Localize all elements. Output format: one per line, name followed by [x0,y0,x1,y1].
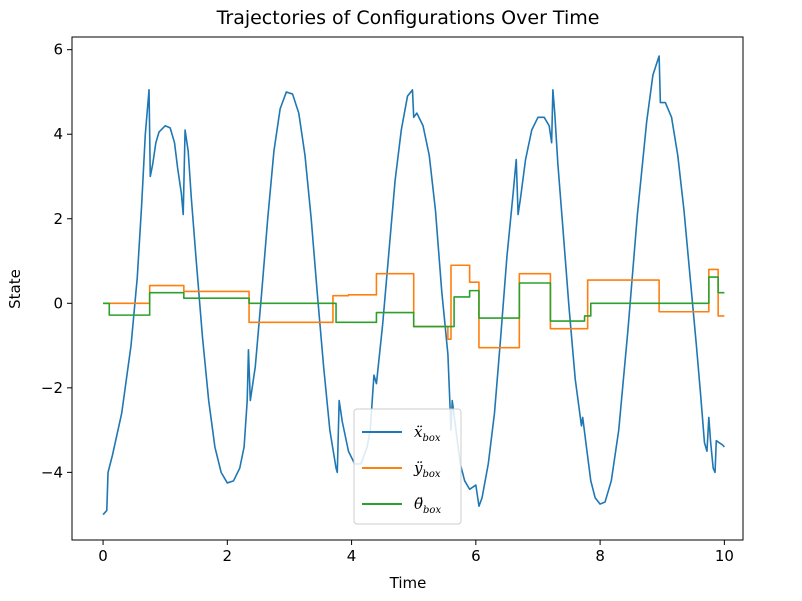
x-axis: 0 2 4 6 8 10 [98,540,734,565]
y-tick-label: −4 [41,463,63,481]
series-line-1 [103,264,725,349]
legend: ẍbox ÿbox θ̈box [353,408,462,525]
legend-label: ÿbox [413,459,441,480]
series-line-0 [102,55,725,516]
legend-label: θ̈box [414,495,441,516]
x-tick-label: 10 [715,547,734,565]
x-tick-label: 6 [471,547,481,565]
y-tick-label: 4 [53,125,63,143]
legend-label: ẍbox [414,423,441,444]
y-tick-label: 2 [53,210,63,228]
legend-box [353,408,462,525]
plot-area: 0 2 4 6 8 10 −4 −2 0 2 4 6 [41,36,744,565]
x-axis-label: Time [389,574,427,592]
y-tick-label: 6 [53,41,63,59]
chart-title: Trajectories of Configurations Over Time [216,7,600,29]
axes-frame [71,36,744,541]
y-axis: −4 −2 0 2 4 6 [41,41,72,481]
x-tick-label: 0 [98,547,108,565]
x-tick-label: 2 [223,547,233,565]
y-tick-label: 0 [53,294,63,312]
y-tick-label: −2 [41,379,63,397]
series-line-2 [103,276,725,328]
y-axis-label: State [6,269,24,309]
x-tick-label: 4 [347,547,357,565]
x-tick-label: 8 [595,547,605,565]
